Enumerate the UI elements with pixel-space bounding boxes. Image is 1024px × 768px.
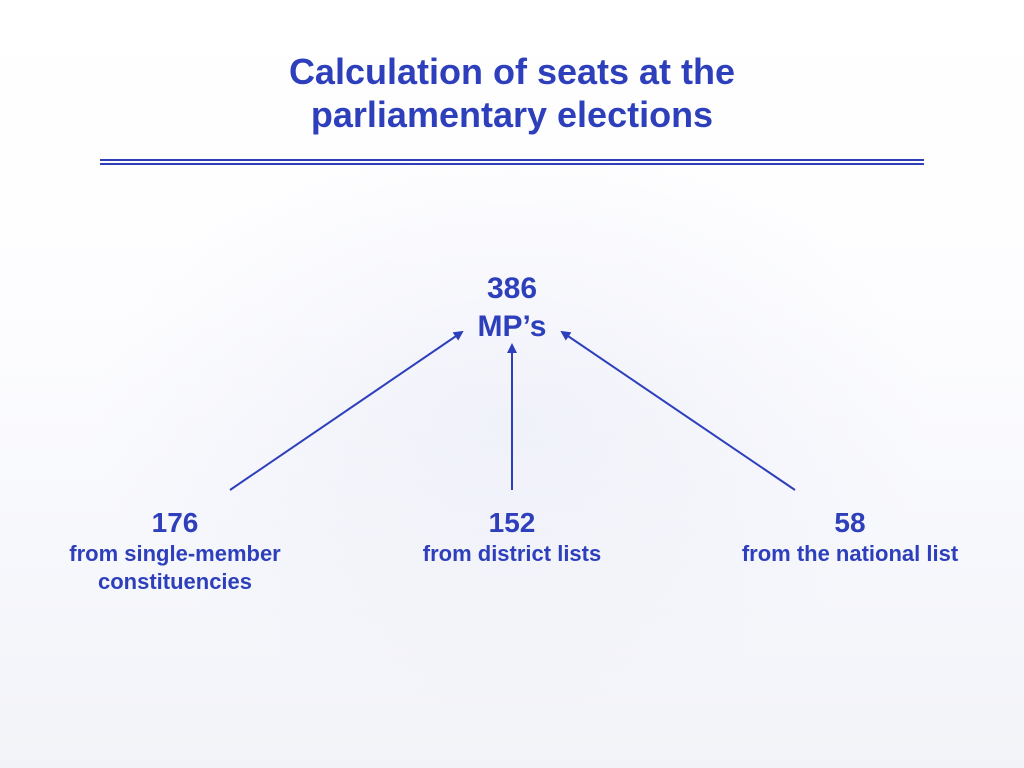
root-node: 386 MP’s <box>412 270 612 345</box>
child-node-2: 58 from the national list <box>740 505 960 568</box>
title-underline <box>100 159 924 165</box>
child-1-number: 152 <box>382 505 642 540</box>
root-label: MP’s <box>412 308 612 346</box>
child-0-label: from single-member constituencies <box>60 540 290 595</box>
child-2-number: 58 <box>740 505 960 540</box>
root-number: 386 <box>412 270 612 308</box>
child-0-number: 176 <box>60 505 290 540</box>
child-node-0: 176 from single-member constituencies <box>60 505 290 595</box>
arrow-line <box>562 332 795 490</box>
page-title: Calculation of seats at the parliamentar… <box>0 50 1024 136</box>
child-1-label: from district lists <box>382 540 642 568</box>
child-2-label: from the national list <box>740 540 960 568</box>
child-node-1: 152 from district lists <box>382 505 642 568</box>
arrow-line <box>230 332 462 490</box>
title-line1: Calculation of seats at the <box>0 50 1024 93</box>
title-line2: parliamentary elections <box>0 93 1024 136</box>
